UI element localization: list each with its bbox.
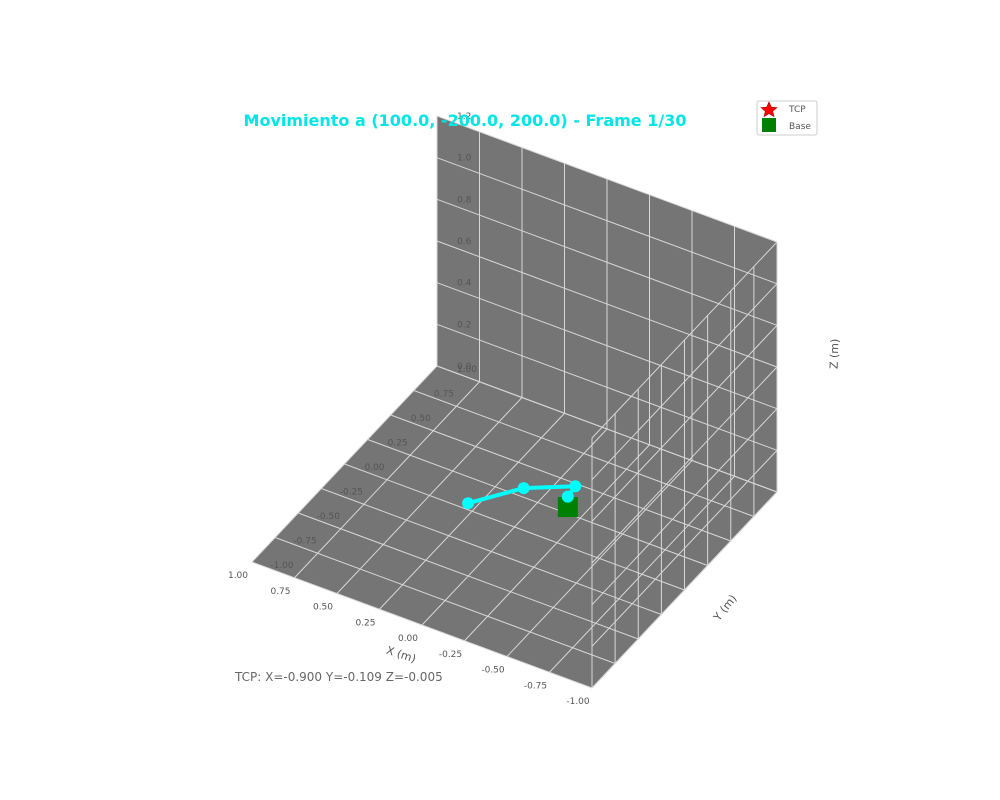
z-gridline-left: [591, 491, 778, 689]
z-gridline-back: [436, 240, 778, 368]
y-gridline-floor: [321, 488, 662, 615]
y-tick-label: 1.00: [457, 365, 477, 375]
arm-joint: [462, 497, 475, 510]
x-tick-label: 0.00: [398, 634, 418, 644]
legend-tcp-marker: [760, 101, 778, 118]
z-gridline-back: [436, 365, 778, 493]
z-gridline-back: [436, 157, 778, 285]
z-tick-label: 0.6: [457, 237, 472, 247]
tcp-readout: TCP: X=-0.900 Y=-0.109 Z=-0.005: [234, 670, 443, 684]
z-gridline-left: [591, 366, 778, 564]
z-gridline-back: [436, 323, 778, 451]
y-gridline-floor: [274, 537, 616, 664]
z-tick-label: 0.8: [457, 195, 472, 205]
y-gridline-floor: [390, 414, 731, 542]
arm-joint: [561, 490, 574, 503]
y-tick-label: -1.00: [270, 561, 294, 571]
x-tick-label: 0.50: [313, 603, 333, 613]
x-axis-label: X (m): [385, 644, 418, 666]
y-tick-label: 0.00: [364, 463, 384, 473]
arm-joint: [569, 480, 582, 493]
z-gridline-left: [591, 241, 778, 439]
legend-tcp-label: TCP: [788, 105, 806, 115]
y-axis-label: Y (m): [710, 592, 739, 624]
y-tick-label: -0.75: [293, 537, 316, 547]
y-tick-label: 0.75: [434, 390, 454, 400]
y-gridline-floor: [413, 390, 755, 517]
tick-labels: -1.00-0.75-0.50-0.250.000.250.500.751.00…: [228, 112, 590, 707]
z-gridline-left: [591, 449, 778, 647]
z-gridline-back: [436, 198, 778, 326]
z-gridline-back: [436, 115, 778, 243]
y-tick-label: -0.50: [317, 512, 341, 522]
y-tick-label: 0.25: [388, 439, 408, 449]
z-tick-label: 1.0: [457, 154, 472, 164]
z-gridline-left: [591, 324, 778, 522]
chart-title: Movimiento a (100.0, -200.0, 200.0) - Fr…: [244, 111, 687, 130]
arm-joint: [517, 482, 530, 495]
z-tick-label: 0.2: [457, 320, 471, 330]
z-tick-label: 0.4: [457, 279, 472, 289]
y-gridline-floor: [367, 439, 708, 566]
z-gridline-left: [591, 408, 778, 606]
x-tick-label: -0.50: [481, 666, 505, 676]
y-gridline-floor: [344, 463, 685, 591]
x-tick-label: -1.00: [566, 697, 590, 707]
y-gridline-floor: [298, 512, 639, 640]
legend-base-label: Base: [789, 122, 811, 132]
z-axis-label: Z (m): [827, 338, 841, 369]
grid-lines: [251, 115, 778, 689]
base-marker: [557, 497, 578, 518]
z-tick-label: 1.2: [457, 112, 471, 122]
data-marks: [462, 480, 582, 518]
legend-base-marker: [762, 118, 776, 132]
x-tick-label: -0.75: [524, 681, 547, 691]
z-gridline-back: [436, 282, 778, 410]
legend: TCP Base: [756, 100, 818, 136]
y-tick-label: 0.50: [411, 414, 431, 424]
arm-links: [466, 484, 578, 506]
y-gridline-floor: [251, 561, 593, 689]
x-tick-label: 1.00: [228, 571, 248, 581]
z-tick-label: 0.0: [457, 362, 472, 372]
x-tick-label: 0.75: [270, 587, 290, 597]
x-tick-label: -0.25: [439, 650, 462, 660]
z-gridline-left: [591, 283, 778, 481]
y-tick-label: -0.25: [340, 488, 363, 498]
x-tick-label: 0.25: [355, 618, 375, 628]
